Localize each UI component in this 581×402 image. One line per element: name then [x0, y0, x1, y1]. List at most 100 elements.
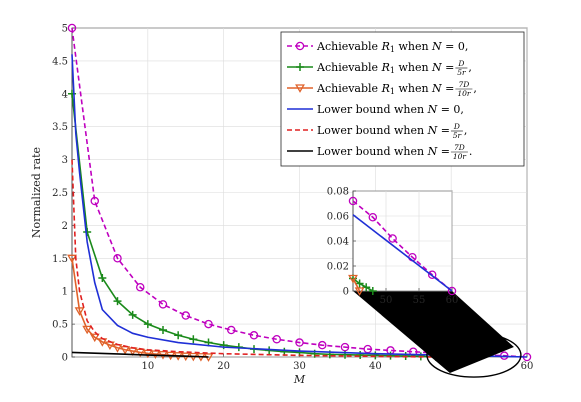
legend-label: Lower bound when N =: [317, 145, 450, 158]
legend-label: Achievable R1 when N = 0,: [316, 40, 468, 54]
data-point-legend: [295, 41, 305, 51]
main-y-tick-label: 4: [62, 89, 68, 100]
inset-x-tick-label: 50: [380, 295, 393, 306]
main-y-tick-label: 0: [62, 353, 68, 364]
main-y-tick-label: 1.5: [52, 254, 68, 265]
inset-series-layer: [348, 196, 457, 296]
zoom-connector: [353, 291, 514, 374]
main-x-tick-label: 20: [217, 361, 230, 372]
legend-label: Lower bound when N =: [317, 124, 450, 137]
data-point-1: [354, 287, 365, 296]
legend-frac-denominator: 10r: [457, 89, 471, 98]
data-point-4: [427, 270, 437, 279]
legend-entry-3: Lower bound when N = 0,: [287, 103, 464, 116]
data-point-20: [371, 351, 380, 360]
data-point-0: [348, 274, 358, 284]
data-point-3: [89, 333, 100, 343]
main-y-tick-label: 1: [62, 287, 68, 298]
inset-tick-labels: 50 55 60 0 0.02 0.04 0.06 0.08: [327, 187, 459, 307]
data-point-8: [189, 335, 198, 344]
data-point-3: [113, 297, 122, 306]
main-y-tick-label: 3: [62, 155, 68, 166]
data-point-4: [128, 310, 137, 319]
inset-x-tick-label: 55: [413, 295, 426, 306]
legend-entry-0: Achievable R1 when N = 0,: [287, 40, 468, 54]
data-point-11: [317, 340, 327, 350]
main-series-5: [71, 351, 209, 358]
data-point-0: [67, 23, 77, 33]
legend-frac-numerator: D: [457, 59, 464, 68]
data-point-7: [174, 331, 183, 340]
data-point-0: [348, 196, 358, 206]
data-point-5: [447, 286, 457, 296]
legend-entry-4: Lower bound when N = D5r,: [287, 122, 467, 140]
data-point-5: [143, 320, 152, 329]
legend-entries: Achievable R1 when N = 0, Achievable R1 w…: [287, 40, 477, 161]
zoom-indicator: [353, 291, 522, 378]
main-x-tick-label: 60: [521, 361, 534, 372]
inset-plot-area: 50 55 60 0 0.02 0.04 0.06 0.08: [327, 187, 459, 307]
data-point-4: [158, 300, 168, 309]
data-point-7: [226, 325, 236, 335]
inset-x-tick-label: 60: [446, 295, 459, 306]
data-point-1: [355, 279, 364, 288]
data-point-legend: [296, 63, 304, 71]
inset-series-1: [352, 214, 453, 292]
main-x-tick-label: 10: [141, 361, 154, 372]
legend-tail: ,: [473, 82, 477, 95]
data-point-legend: [295, 84, 305, 93]
inset-y-tick-label: 0.02: [327, 262, 349, 273]
inset-y-tick-label: 0.08: [327, 187, 349, 198]
main-y-tick-label: 2: [62, 221, 68, 232]
inset-series-3: [348, 274, 365, 296]
legend-frac-denominator: 5r: [457, 68, 466, 77]
data-point-3: [368, 287, 377, 295]
main-series-3: [71, 54, 528, 358]
inset-series-line-2: [352, 277, 374, 292]
legend-tail: .: [469, 145, 473, 158]
main-x-tick-label: 40: [369, 361, 382, 372]
main-series-line-5: [71, 351, 209, 358]
data-point-5: [181, 311, 190, 320]
main-x-tick-label: 30: [293, 361, 306, 372]
main-y-tick-label: 5: [62, 24, 68, 35]
legend-entry-1: Achievable R1 when N = D5r,: [287, 59, 472, 77]
legend-label: Achievable R1 when N =: [316, 61, 454, 75]
main-series-line-3: [71, 54, 528, 358]
inset-y-tick-label: 0: [343, 287, 349, 298]
data-point-19: [356, 351, 365, 360]
legend-frac-numerator: D: [453, 122, 460, 131]
data-point-0: [67, 254, 77, 264]
legend-label: Achievable R1 when N =: [316, 82, 454, 96]
data-point-1: [74, 307, 85, 316]
data-point-6: [204, 319, 213, 329]
legend-frac-denominator: 10r: [453, 152, 467, 161]
legend-box: [280, 31, 525, 167]
data-point-8: [249, 331, 259, 340]
data-point-2: [362, 283, 371, 292]
main-y-tick-label: 3.5: [52, 122, 68, 133]
inset-y-tick-label: 0.04: [327, 237, 349, 248]
legend-tail: ,: [468, 61, 472, 74]
data-point-9: [272, 334, 281, 344]
data-point-1: [368, 212, 378, 222]
data-point-1: [90, 196, 100, 206]
inset-series-line-1: [352, 214, 453, 292]
data-point-10: [295, 338, 304, 347]
legend-label: Lower bound when N = 0,: [317, 103, 464, 116]
data-point-6: [159, 326, 167, 335]
main-y-tick-label: 2.5: [52, 188, 68, 199]
main-series-4: [71, 159, 437, 358]
main-tick-labels: 10 20 30 40 50 60 0 0.5 1 1.5 2 2.5 3 3.5 4 4.5 5: [52, 24, 533, 373]
data-point-2: [82, 325, 93, 335]
inset-y-tick-label: 0.06: [327, 212, 349, 223]
data-point-2: [98, 274, 107, 283]
data-point-2: [113, 254, 122, 263]
main-series-line-4: [71, 159, 437, 358]
inset-gridlines: [353, 190, 453, 292]
legend-frac-numerator: 7D: [454, 143, 465, 152]
data-point-3: [135, 283, 145, 292]
x-axis-label: M: [293, 373, 306, 386]
legend-frac-denominator: 5r: [453, 131, 462, 140]
